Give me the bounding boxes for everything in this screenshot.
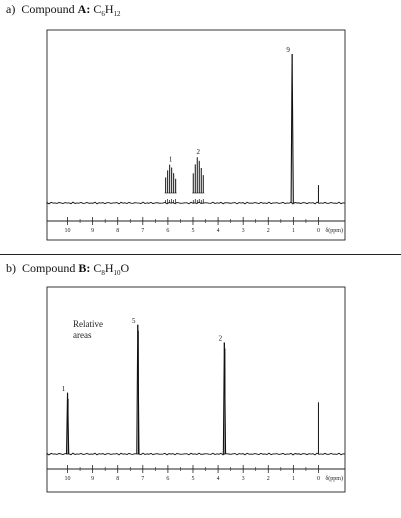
panel-b-title-prefix: Compound <box>22 261 79 275</box>
spectrum-a-peak-label: 9 <box>286 46 290 54</box>
panel-b-formula-part-4: O <box>120 261 130 275</box>
panel-b-formula-part-0: C <box>93 261 102 275</box>
panel-a-title-prefix: Compound <box>21 2 78 16</box>
panel-divider <box>0 254 401 255</box>
panel-b-formula-part-1: 8 <box>101 269 105 277</box>
panel-b-formula-part-3: 10 <box>113 269 121 277</box>
panel-a-title: a) Compound A: C6H12 <box>6 2 121 18</box>
spectrum-a-x-label: δ(ppm) <box>325 227 343 234</box>
spectrum-b-tick-label: 3 <box>242 476 245 482</box>
panel-a-compound-letter: A <box>77 2 87 16</box>
panel-b-compound-letter: B <box>78 261 87 275</box>
spectrum-a-peak-label: 2 <box>197 148 201 156</box>
spectrum-b-x-label: δ(ppm) <box>325 475 343 482</box>
spectrum-b-tick-label: 10 <box>65 476 71 482</box>
spectrum-a-tick-label: 5 <box>191 228 194 234</box>
panel-a-label: a) <box>6 2 16 16</box>
spectrum-a-tick-label: 1 <box>292 228 295 234</box>
spectrum-b-tick-label: 8 <box>116 476 119 482</box>
panel-b-formula-part-2: H <box>104 261 114 275</box>
spectrum-a-peak-label: 1 <box>169 156 173 164</box>
spectrum-a-tick-label: 10 <box>65 228 71 234</box>
spectrum-b-tick-label: 6 <box>166 476 169 482</box>
spectrum-b-annotation: Relative <box>73 319 103 329</box>
spectrum-b-peak-label: 5 <box>132 317 136 325</box>
spectrum-a-tick-label: 8 <box>116 228 119 234</box>
spectrum-b-baseline <box>46 452 346 456</box>
spectrum-a-tick-label: 3 <box>242 228 245 234</box>
spectrum-a-tick-label: 4 <box>217 228 220 234</box>
spectrum-b-tick-label: 9 <box>91 476 94 482</box>
spectrum-a-chart: 10 9 8 7 6 5 4 3 2 1 0 δ(ppm)912 <box>46 29 346 241</box>
spectrum-b-tick-label: 0 <box>317 476 320 482</box>
spectrum-a-tick-label: 9 <box>91 228 94 234</box>
spectrum-b-peak-label: 2 <box>219 334 223 342</box>
spectrum-b-tick-label: 1 <box>292 476 295 482</box>
spectrum-b-annotation: areas <box>73 330 92 340</box>
spectrum-b-peak-label: 1 <box>62 385 66 393</box>
spectrum-b-tick-label: 2 <box>267 476 270 482</box>
spectrum-a-tick-label: 0 <box>317 228 320 234</box>
panel-b-title: b) Compound B: C8H10O <box>6 261 130 277</box>
panel-b-label: b) <box>6 261 16 275</box>
spectrum-a-tick-label: 2 <box>267 228 270 234</box>
spectrum-b-frame <box>46 286 346 493</box>
panel-a-formula-part-1: 6 <box>101 10 105 18</box>
panel-b-formula: C8H10O <box>93 261 130 277</box>
spectrum-b-tick-label: 4 <box>217 476 220 482</box>
panel-a-formula-part-2: H <box>104 2 114 16</box>
spectrum-b-tick-label: 5 <box>191 476 194 482</box>
panel-a-formula-part-0: C <box>93 2 102 16</box>
spectrum-a-tick-label: 7 <box>141 228 144 234</box>
spectrum-b-tick-label: 7 <box>141 476 144 482</box>
spectrum-a-peak-0-down <box>291 53 294 204</box>
panel-a-formula-part-3: 12 <box>113 10 121 18</box>
panel-a-formula: C6H12 <box>93 2 121 18</box>
spectrum-a-frame <box>46 29 346 241</box>
spectrum-a-tick-label: 6 <box>166 228 169 234</box>
